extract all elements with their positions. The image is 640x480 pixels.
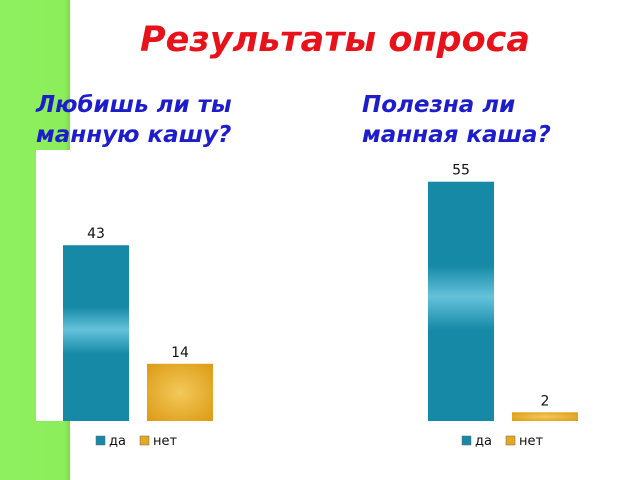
legend-label-да: да — [475, 434, 492, 449]
chart-1-title: Любишь ли ты манную кашу? — [36, 92, 232, 148]
data-label-нет: 14 — [171, 345, 189, 361]
legend-label-нет: нет — [519, 434, 543, 449]
bar-да — [428, 181, 494, 421]
chart-1: 43 14 да нет — [36, 150, 296, 465]
legend-swatch-нет — [139, 435, 150, 446]
slide-title: Результаты опроса — [139, 20, 531, 60]
data-label-да: 55 — [452, 163, 470, 179]
chart-1-svg: 43 14 да нет — [36, 150, 236, 449]
chart-2-title: Полезна ли манная каша? — [362, 92, 551, 148]
chart-2-svg: 55 2 да нет — [428, 163, 578, 449]
legend-label-нет: нет — [153, 434, 177, 449]
legend-swatch-нет — [505, 435, 516, 446]
chart-2: 55 2 да нет — [380, 150, 610, 465]
legend-swatch-да — [461, 435, 472, 446]
bar-да — [63, 245, 129, 421]
data-label-да: 43 — [87, 226, 105, 242]
legend-label-да: да — [109, 434, 126, 449]
data-label-нет: 2 — [541, 393, 550, 409]
legend-swatch-да — [95, 435, 106, 446]
bar-нет — [512, 412, 578, 421]
bar-нет — [147, 363, 213, 421]
